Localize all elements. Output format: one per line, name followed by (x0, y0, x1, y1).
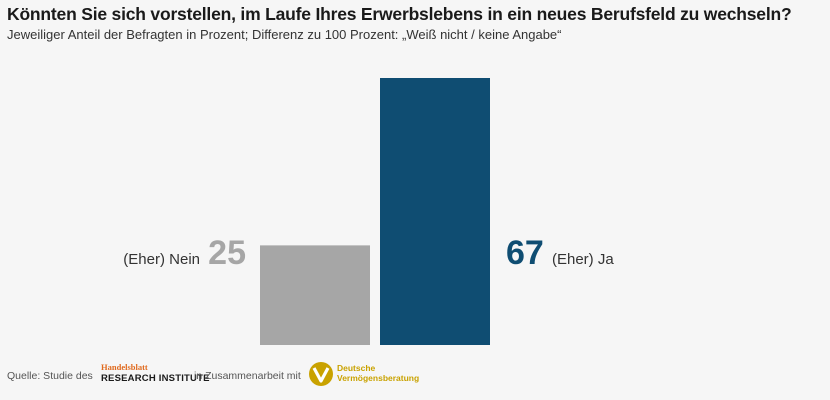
dvag-logo-icon (309, 362, 333, 386)
source-prefix: Quelle: Studie des (7, 370, 93, 382)
bar-nein (260, 245, 370, 345)
category-label-nein: (Eher) Nein (123, 251, 200, 268)
research-institute-wordmark: RESEARCH INSTITUTE (101, 372, 210, 384)
chart-subtitle: Jeweiliger Anteil der Befragten in Proze… (7, 27, 562, 42)
category-label-ja: (Eher) Ja (552, 251, 614, 268)
dvag-wordmark: Deutsche Vermögensberatung (337, 363, 420, 384)
bar-chart: 25 (Eher) Nein 67 (Eher) Ja (123, 78, 614, 345)
chart-title: Könnten Sie sich vorstellen, im Laufe Ih… (7, 4, 792, 24)
dvag-line1: Deutsche (337, 363, 376, 373)
bar-ja (380, 78, 490, 345)
value-label-nein: 25 (208, 234, 246, 272)
handelsblatt-wordmark: Handelsblatt (101, 362, 148, 372)
source-footer: Quelle: Studie des Handelsblatt RESEARCH… (0, 358, 830, 394)
source-middle: in Zusammenarbeit mit (194, 370, 301, 382)
dvag-line2: Vermögensberatung (337, 372, 420, 383)
value-label-ja: 67 (506, 234, 544, 272)
handelsblatt-research-logo: Handelsblatt RESEARCH INSTITUTE (101, 363, 210, 383)
